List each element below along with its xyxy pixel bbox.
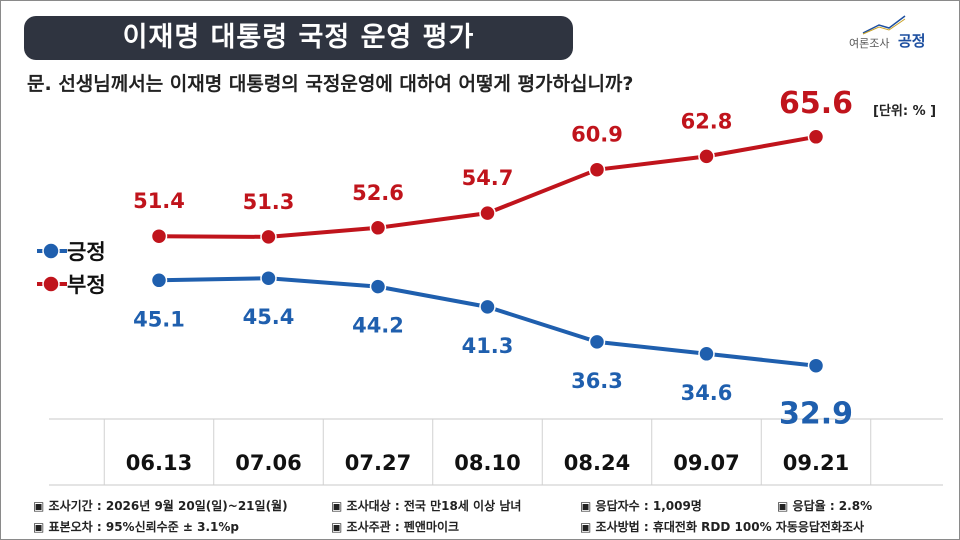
data-label: 65.6 [779,86,853,121]
data-label: 62.8 [681,109,733,133]
footer-response-rate: ▣ 응답율 : 2.8% [777,497,872,514]
footer-sampling-error: ▣ 표본오차 : 95%신뢰수준 ± 3.1%p [33,518,239,535]
data-point [150,227,168,245]
square-bullet-icon: ▣ [331,499,343,513]
data-label: 60.9 [571,123,623,147]
legend-label: 부정 [67,273,106,297]
footer-text: 표본오차 : 95%신뢰수준 ± 3.1%p [48,520,240,534]
logo-text-small: 여론조사 [849,37,890,50]
title-banner: 이재명 대통령 국정 운영 평가 [24,16,573,60]
data-label: 44.2 [352,314,404,338]
square-bullet-icon: ▣ [580,520,592,534]
brand-logo: 여론조사 공정 [849,13,944,57]
data-label: 34.6 [681,381,733,405]
data-point [698,345,715,363]
footer-survey-period: ▣ 조사기간 : 2026년 9월 20일(일)~21일(월) [33,497,288,514]
survey-question: 문. 선생님께서는 이재명 대통령의 국정운영에 대하여 어떻게 평가하십니까? [27,73,634,95]
logo-text-brand: 공정 [898,32,926,50]
footer-respondents: ▣ 응답자수 : 1,009명 [580,497,702,514]
data-label: 36.3 [571,369,623,393]
data-point [807,357,825,374]
x-tick-label: 06.13 [126,451,192,475]
x-tick-label: 07.06 [235,451,301,475]
square-bullet-icon: ▣ [580,499,592,513]
footer-text: 조사기간 : 2026년 9월 20일(일)~21일(월) [48,499,288,513]
data-label: 51.4 [133,189,185,213]
footer-text: 조사주관 : 펜앤마이크 [346,520,460,534]
legend-marker [42,275,60,293]
data-label: 45.4 [243,305,295,329]
data-point [479,204,496,222]
unit-label: [단위: % ] [873,104,937,119]
x-tick-label: 07.27 [345,451,411,475]
data-point [150,272,168,289]
page-title: 이재명 대통령 국정 운영 평가 [122,22,475,53]
data-label: 32.9 [779,397,853,432]
data-label: 52.6 [352,181,404,205]
data-point [260,269,277,287]
square-bullet-icon: ▣ [33,499,45,513]
square-bullet-icon: ▣ [777,499,789,513]
footer-sponsor: ▣ 조사주관 : 펜앤마이크 [331,518,459,535]
data-point [698,148,715,165]
x-tick-label: 09.07 [673,451,739,475]
footer-text: 응답율 : 2.8% [792,499,873,513]
legend-marker [42,242,60,260]
trend-line-icon [862,15,906,35]
data-point [588,161,606,178]
data-label: 51.3 [243,190,295,214]
x-tick-label: 08.24 [564,451,630,475]
legend-label: 긍정 [67,240,106,264]
footer-text: 응답자수 : 1,009명 [595,499,702,513]
x-tick-label: 08.10 [454,451,520,475]
data-point [260,228,277,246]
square-bullet-icon: ▣ [331,520,343,534]
data-point [369,278,387,295]
data-point [588,333,606,351]
square-bullet-icon: ▣ [33,520,45,534]
x-tick-label: 09.21 [783,451,849,475]
footer-text: 조사방법 : 휴대전화 RDD 100% 자동응답전화조사 [595,520,865,534]
footer-survey-target: ▣ 조사대상 : 전국 만18세 이상 남녀 [331,497,521,514]
footer-text: 조사대상 : 전국 만18세 이상 남녀 [346,499,522,513]
data-point [479,298,496,316]
data-label: 45.1 [133,307,185,331]
data-label: 54.7 [462,166,514,190]
data-point [807,128,825,146]
footer-method: ▣ 조사방법 : 휴대전화 RDD 100% 자동응답전화조사 [580,518,864,535]
data-label: 41.3 [462,334,514,358]
data-point [369,219,387,237]
